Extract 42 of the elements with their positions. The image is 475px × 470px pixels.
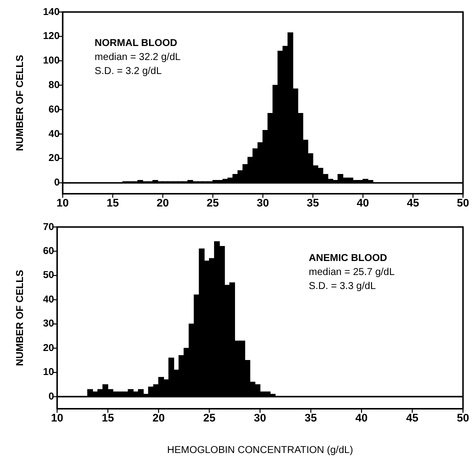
- y-tick-label: 0: [54, 178, 60, 189]
- x-tick-label: 35: [304, 412, 317, 424]
- annotation: median = 32.2 g/dL: [94, 52, 182, 63]
- y-tick-label: 20: [43, 342, 55, 354]
- y-tick-label: 20: [48, 153, 60, 164]
- y-axis-title: NUMBER OF CELLS: [14, 270, 26, 366]
- y-tick-label: 80: [48, 80, 60, 91]
- x-tick-label: 10: [56, 197, 69, 210]
- x-tick-label: 15: [102, 412, 114, 424]
- x-tick-label: 40: [356, 197, 370, 210]
- x-tick-label: 20: [156, 197, 169, 210]
- annotation: S.D. = 3.2 g/dL: [94, 66, 162, 77]
- y-tick-label: 0: [48, 391, 55, 402]
- y-tick-label: 50: [43, 270, 55, 282]
- x-tick-label: 45: [406, 197, 420, 210]
- y-tick-label: 70: [43, 222, 55, 233]
- x-tick-label: 30: [256, 197, 269, 210]
- y-tick-label: 100: [42, 56, 60, 67]
- x-tick-label: 50: [456, 412, 470, 424]
- y-tick-label: 140: [42, 6, 60, 18]
- annotation: S.D. = 3.3 g/dL: [308, 280, 376, 292]
- x-tick-label: 40: [355, 412, 368, 424]
- x-tick-label: 30: [254, 412, 266, 424]
- y-tick-label: 40: [43, 294, 55, 306]
- x-axis-title: HEMOGLOBIN CONCENTRATION (g/dL): [167, 444, 354, 456]
- y-tick-label: 60: [48, 104, 60, 116]
- x-tick-label: 20: [152, 412, 165, 424]
- y-tick-label: 30: [43, 318, 55, 330]
- y-tick-label: 10: [43, 367, 55, 378]
- x-tick-label: 35: [306, 197, 320, 210]
- x-tick-label: 15: [106, 197, 119, 210]
- y-tick-label: 120: [42, 31, 60, 42]
- annotation: NORMAL BLOOD: [94, 38, 178, 49]
- x-tick-label: 45: [406, 412, 418, 424]
- y-axis-title: NUMBER OF CELLS: [14, 54, 26, 151]
- y-tick-label: 40: [48, 128, 60, 140]
- annotation: ANEMIC BLOOD: [308, 252, 388, 264]
- x-tick-label: 25: [203, 412, 216, 424]
- x-tick-label: 25: [206, 197, 219, 210]
- y-tick-label: 60: [43, 246, 55, 257]
- annotation: median = 25.7 g/dL: [308, 266, 396, 278]
- x-tick-label: 50: [456, 197, 470, 210]
